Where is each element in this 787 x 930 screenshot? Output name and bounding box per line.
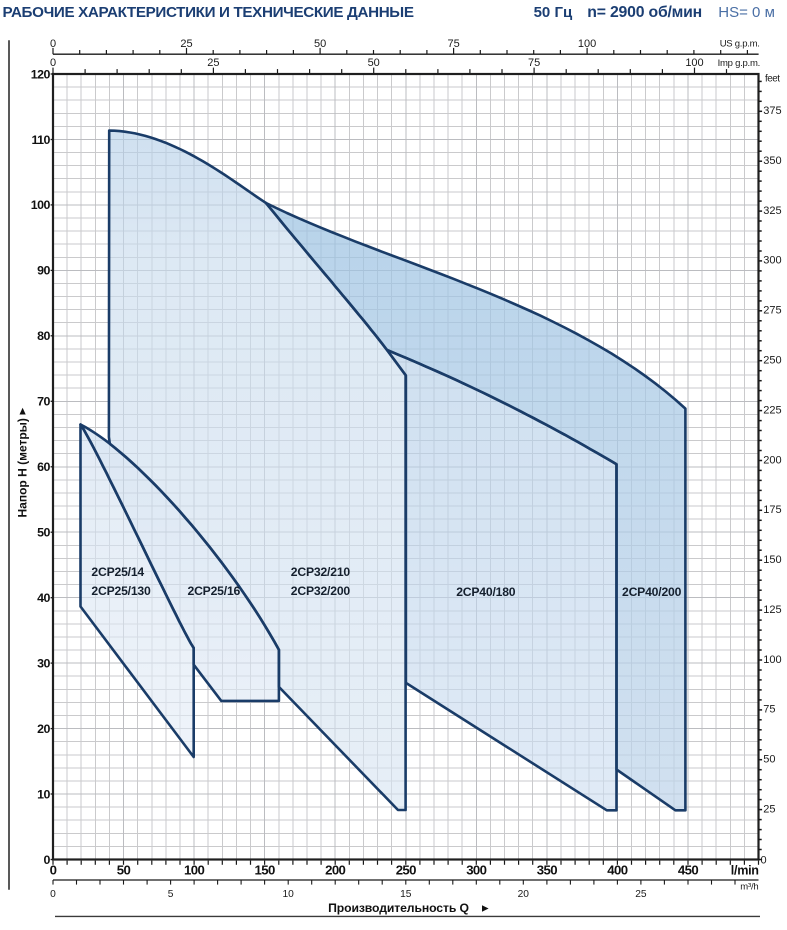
svg-text:Напор H (метры): Напор H (метры) [15, 418, 29, 517]
svg-text:50 Гц: 50 Гц [534, 4, 573, 21]
svg-text:10: 10 [37, 787, 50, 801]
svg-text:n= 2900 об/мин: n= 2900 об/мин [587, 4, 702, 21]
svg-text:60: 60 [37, 460, 50, 474]
svg-text:100: 100 [685, 57, 703, 69]
svg-text:110: 110 [31, 133, 50, 147]
svg-text:Производительность Q: Производительность Q [328, 901, 469, 915]
svg-text:feet: feet [765, 74, 780, 85]
svg-text:90: 90 [37, 264, 50, 278]
svg-text:75: 75 [447, 38, 459, 50]
svg-text:0: 0 [761, 855, 767, 867]
svg-text:40: 40 [37, 591, 50, 605]
svg-text:120: 120 [31, 67, 51, 81]
svg-text:РАБОЧИЕ ХАРАКТЕРИСТИКИ И ТЕХНИ: РАБОЧИЕ ХАРАКТЕРИСТИКИ И ТЕХНИЧЕСКИЕ ДАН… [3, 4, 414, 21]
svg-text:325: 325 [763, 205, 781, 217]
svg-text:2CP25/16: 2CP25/16 [188, 584, 241, 598]
svg-text:US g.p.m.: US g.p.m. [720, 38, 760, 49]
svg-text:200: 200 [325, 863, 345, 878]
svg-text:2CP40/200: 2CP40/200 [622, 585, 682, 599]
svg-text:0: 0 [50, 863, 57, 878]
svg-text:30: 30 [37, 656, 50, 670]
svg-text:m³/h: m³/h [740, 882, 758, 893]
svg-text:175: 175 [763, 504, 781, 516]
svg-text:225: 225 [763, 404, 781, 416]
svg-text:2CP32/200: 2CP32/200 [291, 584, 351, 598]
svg-text:25: 25 [207, 57, 219, 69]
svg-text:100: 100 [31, 198, 51, 212]
svg-text:250: 250 [396, 863, 416, 878]
svg-text:l/min: l/min [731, 864, 759, 878]
svg-text:0: 0 [50, 57, 56, 69]
svg-text:50: 50 [314, 38, 326, 50]
svg-text:50: 50 [37, 526, 50, 540]
svg-text:2CP25/14: 2CP25/14 [91, 565, 144, 579]
svg-text:2CP25/130: 2CP25/130 [91, 584, 151, 598]
svg-text:20: 20 [518, 889, 530, 900]
svg-text:150: 150 [763, 554, 781, 566]
svg-text:100: 100 [763, 654, 781, 666]
svg-text:HS= 0 м: HS= 0 м [718, 4, 775, 21]
svg-text:0: 0 [50, 889, 56, 900]
svg-text:Imp g.p.m.: Imp g.p.m. [718, 58, 760, 69]
svg-text:125: 125 [763, 604, 781, 616]
svg-text:15: 15 [400, 889, 412, 900]
svg-text:375: 375 [763, 105, 781, 117]
svg-text:50: 50 [117, 863, 131, 878]
svg-text:20: 20 [37, 722, 50, 736]
svg-text:75: 75 [763, 704, 775, 716]
svg-text:80: 80 [37, 329, 50, 343]
svg-text:450: 450 [678, 863, 698, 878]
svg-text:250: 250 [763, 355, 781, 367]
svg-text:25: 25 [635, 889, 647, 900]
svg-text:350: 350 [763, 155, 781, 167]
svg-text:300: 300 [763, 255, 781, 267]
svg-text:275: 275 [763, 305, 781, 317]
svg-text:50: 50 [763, 754, 775, 766]
svg-text:400: 400 [607, 863, 627, 878]
svg-text:350: 350 [537, 863, 557, 878]
svg-text:10: 10 [283, 889, 295, 900]
svg-text:200: 200 [763, 454, 781, 466]
svg-text:75: 75 [528, 57, 540, 69]
svg-text:300: 300 [466, 863, 486, 878]
svg-text:25: 25 [180, 38, 192, 50]
svg-text:0: 0 [43, 853, 50, 867]
svg-text:0: 0 [50, 38, 56, 50]
svg-text:70: 70 [37, 395, 50, 409]
svg-text:2CP40/180: 2CP40/180 [456, 585, 516, 599]
svg-text:100: 100 [578, 38, 596, 50]
svg-text:5: 5 [168, 889, 174, 900]
svg-text:150: 150 [254, 863, 274, 878]
svg-text:100: 100 [184, 863, 204, 878]
svg-text:50: 50 [368, 57, 380, 69]
svg-text:25: 25 [763, 803, 775, 815]
svg-text:2CP32/210: 2CP32/210 [291, 565, 351, 579]
